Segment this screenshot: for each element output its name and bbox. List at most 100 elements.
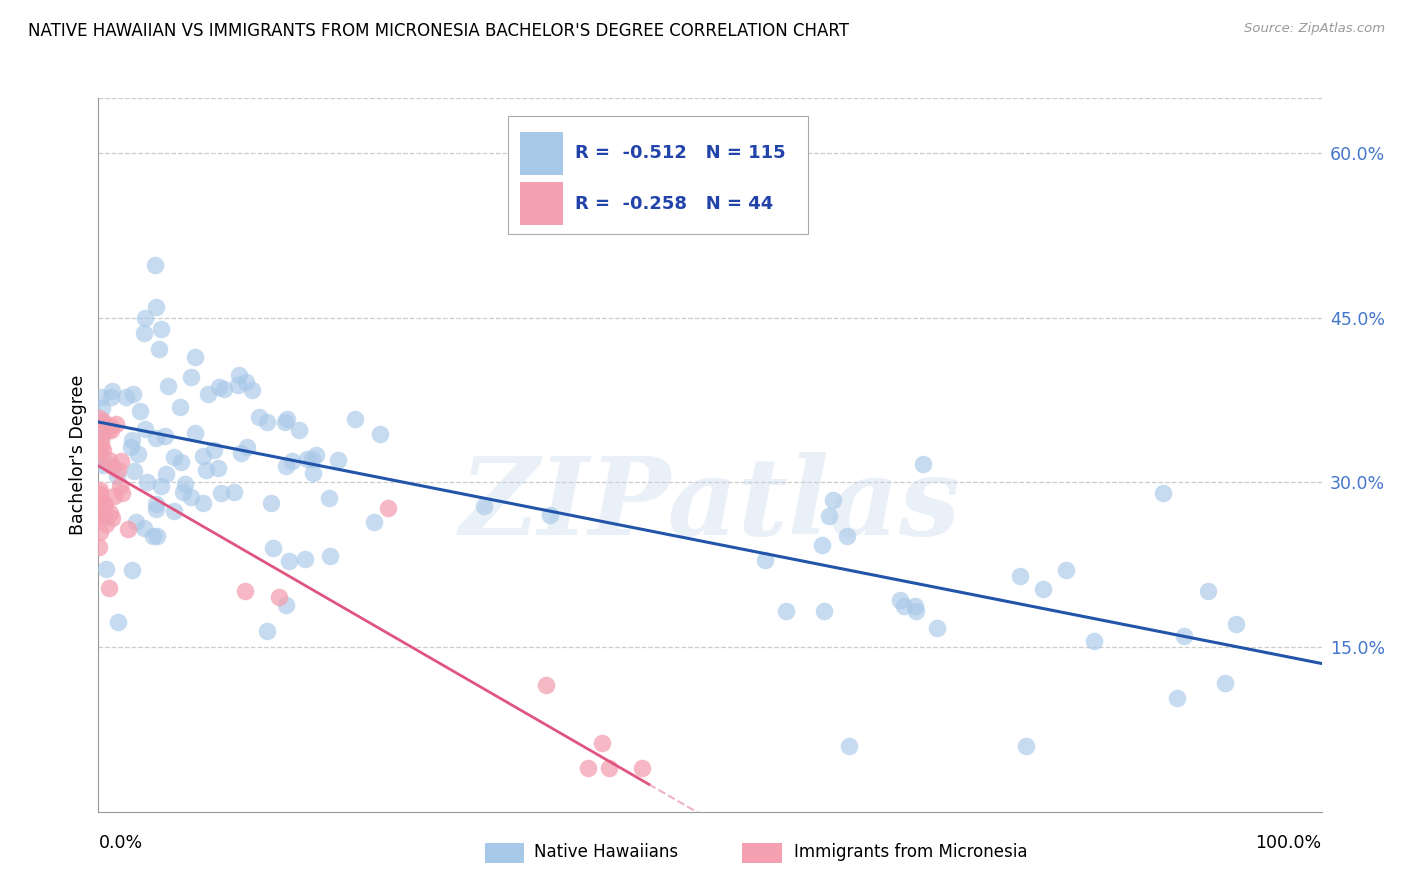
FancyBboxPatch shape: [508, 116, 808, 234]
Point: [89, 483, 111, 497]
Point: [260, 496, 283, 510]
Point: [87, 541, 110, 555]
Point: [1213, 675, 1236, 690]
Point: [301, 452, 323, 467]
Point: [927, 622, 949, 636]
Point: [598, 761, 620, 775]
Point: [202, 443, 225, 458]
Text: ZIPatlas: ZIPatlas: [460, 452, 960, 558]
Y-axis label: Bachelor's Degree: Bachelor's Degree: [69, 375, 87, 535]
Text: Native Hawaiians: Native Hawaiians: [534, 843, 679, 861]
Point: [180, 370, 202, 384]
Point: [630, 761, 652, 775]
Point: [114, 390, 136, 404]
Point: [269, 591, 291, 605]
Point: [904, 604, 927, 618]
Text: NATIVE HAWAIIAN VS IMMIGRANTS FROM MICRONESIA BACHELOR'S DEGREE CORRELATION CHAR: NATIVE HAWAIIAN VS IMMIGRANTS FROM MICRO…: [28, 22, 849, 40]
Point: [134, 326, 156, 340]
Point: [262, 541, 284, 555]
Point: [156, 378, 179, 392]
Point: [107, 463, 129, 477]
Point: [105, 417, 128, 431]
Text: Immigrants from Micronesia: Immigrants from Micronesia: [794, 843, 1028, 861]
Point: [90, 439, 112, 453]
Point: [87, 451, 110, 466]
Point: [1032, 582, 1054, 596]
Point: [169, 400, 191, 414]
Point: [91, 428, 114, 442]
Point: [235, 376, 257, 390]
Point: [96, 517, 118, 532]
Point: [91, 451, 114, 466]
Point: [274, 458, 297, 473]
Point: [377, 500, 399, 515]
Point: [183, 351, 205, 365]
Point: [1015, 739, 1038, 753]
Point: [136, 475, 159, 489]
Point: [150, 321, 173, 335]
Point: [108, 479, 131, 493]
Point: [294, 552, 316, 566]
Point: [274, 415, 297, 429]
Point: [811, 538, 834, 552]
Point: [100, 390, 122, 404]
Point: [127, 447, 149, 461]
Point: [145, 431, 167, 445]
Point: [1173, 629, 1195, 643]
Point: [89, 494, 111, 508]
FancyBboxPatch shape: [520, 182, 564, 225]
Point: [1197, 584, 1219, 599]
Point: [100, 418, 122, 433]
Point: [142, 529, 165, 543]
Point: [1083, 633, 1105, 648]
Point: [90, 434, 112, 448]
Point: [117, 522, 139, 536]
Point: [1225, 617, 1247, 632]
Point: [319, 549, 342, 563]
FancyBboxPatch shape: [520, 132, 564, 175]
Point: [89, 411, 111, 425]
Point: [838, 739, 860, 753]
Point: [105, 468, 128, 483]
Point: [813, 604, 835, 618]
Point: [89, 506, 111, 520]
Point: [170, 455, 193, 469]
Point: [281, 454, 304, 468]
Point: [835, 529, 858, 543]
Point: [191, 449, 214, 463]
Point: [1010, 569, 1032, 583]
Point: [197, 386, 219, 401]
Point: [90, 390, 112, 404]
Point: [363, 515, 385, 529]
Point: [89, 525, 111, 540]
Point: [344, 411, 367, 425]
Point: [576, 761, 599, 775]
Point: [305, 448, 328, 462]
Point: [174, 477, 197, 491]
Point: [288, 424, 311, 438]
Point: [94, 562, 117, 576]
Point: [134, 310, 156, 325]
Point: [818, 509, 841, 524]
Point: [904, 599, 927, 614]
Point: [191, 496, 214, 510]
Point: [207, 461, 229, 475]
Point: [893, 599, 915, 614]
Point: [97, 423, 120, 437]
Point: [90, 439, 112, 453]
Point: [277, 554, 299, 568]
Point: [155, 467, 177, 482]
Point: [93, 498, 115, 512]
Point: [98, 453, 121, 467]
Point: [229, 446, 252, 460]
Point: [121, 562, 143, 576]
Point: [120, 440, 142, 454]
Point: [122, 464, 145, 478]
Point: [180, 490, 202, 504]
Point: [823, 492, 845, 507]
Point: [472, 500, 495, 514]
Point: [87, 486, 110, 500]
Point: [1054, 563, 1077, 577]
Point: [145, 497, 167, 511]
Point: [87, 509, 110, 524]
